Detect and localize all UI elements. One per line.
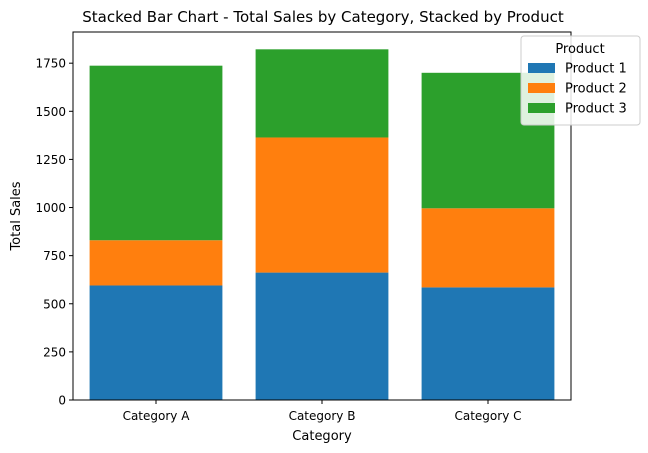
x-tick-label: Category A <box>123 409 191 423</box>
legend-title: Product <box>555 42 604 57</box>
y-tick-label: 0 <box>58 394 66 408</box>
legend-swatch-product-2 <box>528 83 555 93</box>
x-axis: Category A Category B Category C <box>123 400 522 423</box>
y-tick-label: 250 <box>43 345 66 359</box>
y-axis-label: Total Sales <box>9 181 24 251</box>
bar-category-a-product-2 <box>89 240 223 286</box>
bar-category-a-product-3 <box>89 65 223 241</box>
y-tick-label: 750 <box>43 249 66 263</box>
x-axis-label: Category <box>292 429 352 444</box>
bars-group <box>89 49 555 400</box>
x-tick-label: Category C <box>454 409 521 423</box>
y-tick-label: 1500 <box>35 105 66 119</box>
legend: Product Product 1 Product 2 Product 3 <box>520 35 641 126</box>
y-tick-label: 500 <box>43 297 66 311</box>
bar-category-c-product-2 <box>421 208 555 288</box>
y-axis: 0 250 500 750 1000 1250 1500 1750 <box>35 57 73 408</box>
legend-swatch-product-1 <box>528 63 555 73</box>
x-tick-label: Category B <box>289 409 356 423</box>
bar-category-b-product-3 <box>255 49 389 138</box>
chart-title: Stacked Bar Chart - Total Sales by Categ… <box>82 8 564 26</box>
legend-label-product-3: Product 3 <box>565 102 627 117</box>
legend-label-product-2: Product 2 <box>565 82 627 97</box>
bar-category-b-product-1 <box>255 272 389 400</box>
y-tick-label: 1750 <box>35 57 66 71</box>
bar-category-a-product-1 <box>89 285 223 400</box>
bar-category-b-product-2 <box>255 137 389 273</box>
legend-swatch-product-3 <box>528 103 555 113</box>
legend-items: Product 1 Product 2 Product 3 <box>528 62 627 117</box>
legend-box <box>520 35 641 126</box>
bar-category-c-product-1 <box>421 287 555 400</box>
legend-label-product-1: Product 1 <box>565 62 627 77</box>
y-tick-label: 1000 <box>35 201 66 215</box>
y-tick-label: 1250 <box>35 153 66 167</box>
